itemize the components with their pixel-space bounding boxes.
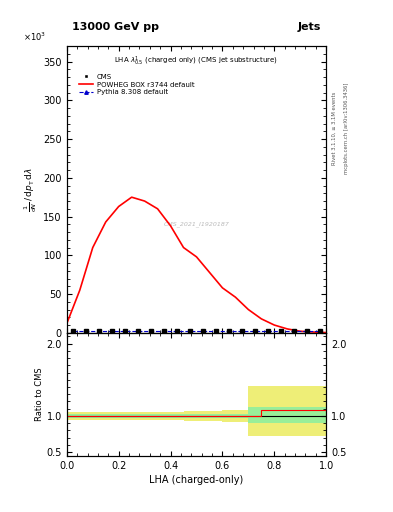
Text: $\times10^3$: $\times10^3$ bbox=[23, 31, 46, 43]
Text: LHA $\lambda^{1}_{0.5}$ (charged only) (CMS jet substructure): LHA $\lambda^{1}_{0.5}$ (charged only) (… bbox=[114, 55, 279, 68]
Text: mcplots.cern.ch [arXiv:1306.3436]: mcplots.cern.ch [arXiv:1306.3436] bbox=[344, 82, 349, 174]
X-axis label: LHA (charged-only): LHA (charged-only) bbox=[149, 475, 244, 485]
Legend: CMS, POWHEG BOX r3744 default, Pythia 8.308 default: CMS, POWHEG BOX r3744 default, Pythia 8.… bbox=[78, 73, 196, 97]
Text: CMS_2021_I1920187: CMS_2021_I1920187 bbox=[163, 221, 230, 227]
Y-axis label: $\frac{1}{\mathrm{d}N}\,/\,\mathrm{d}p_\mathrm{T}\,\mathrm{d}\lambda$: $\frac{1}{\mathrm{d}N}\,/\,\mathrm{d}p_\… bbox=[22, 167, 39, 212]
Text: Jets: Jets bbox=[298, 22, 321, 32]
Text: 13000 GeV pp: 13000 GeV pp bbox=[72, 22, 159, 32]
Y-axis label: Ratio to CMS: Ratio to CMS bbox=[35, 368, 44, 421]
Text: Rivet 3.1.10, ≥ 3.1M events: Rivet 3.1.10, ≥ 3.1M events bbox=[332, 91, 337, 165]
